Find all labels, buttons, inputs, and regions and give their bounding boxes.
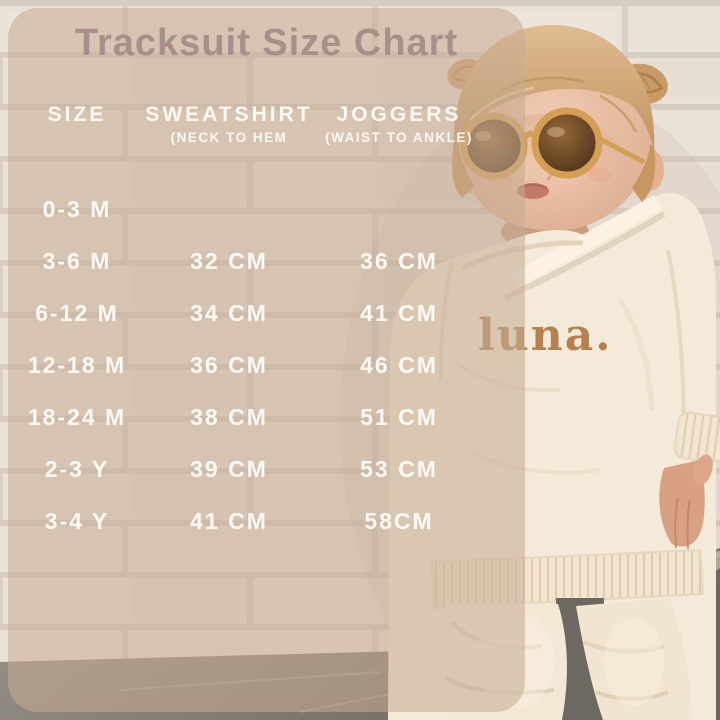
cell-size: 18-24 M	[27, 403, 127, 430]
column-header-joggers: JOGGERS	[336, 103, 462, 126]
cell-sweatshirt: 41 CM	[190, 507, 268, 534]
cell-joggers: 53 CM	[360, 455, 438, 482]
cell-size: 2-3 Y	[44, 455, 110, 482]
column-subheader-joggers: (WAIST TO ANKLE)	[325, 130, 473, 145]
cell-joggers: 58CM	[364, 507, 434, 534]
cell-size: 3-6 M	[42, 247, 112, 274]
cell-sweatshirt: 39 CM	[190, 455, 268, 482]
column-header-sweatshirt: SWEATSHIRT	[145, 103, 313, 126]
cell-size: 3-4 Y	[44, 507, 110, 534]
cell-joggers: 51 CM	[360, 403, 438, 430]
table-row: 6-12 M 34 CM 41 CM	[10, 287, 484, 339]
table-row: 0-3 M	[10, 183, 484, 235]
cell-sweatshirt: 36 CM	[190, 351, 268, 378]
cell-size: 12-18 M	[27, 351, 127, 378]
column-header-size: SIZE	[47, 103, 107, 126]
column-subheader-sweatshirt: (NECK TO HEM	[170, 130, 288, 145]
table-row: 3-6 M 32 CM 36 CM	[10, 235, 484, 287]
cell-sweatshirt: 34 CM	[190, 299, 268, 326]
beige-overlay-panel	[8, 8, 525, 712]
cell-joggers: 36 CM	[360, 247, 438, 274]
table-header: SIZE SWEATSHIRT (NECK TO HEM JOGGERS (WA…	[10, 102, 484, 147]
cell-size: 0-3 M	[42, 195, 112, 222]
size-chart-table: 0-3 M 3-6 M 32 CM 36 CM 6-12 M 34 CM 41 …	[10, 183, 484, 547]
table-row: 2-3 Y 39 CM 53 CM	[10, 443, 484, 495]
table-row: 3-4 Y 41 CM 58CM	[10, 495, 484, 547]
table-row: 12-18 M 36 CM 46 CM	[10, 339, 484, 391]
cell-joggers: 46 CM	[360, 351, 438, 378]
hand	[659, 411, 720, 550]
table-row: 18-24 M 38 CM 51 CM	[10, 391, 484, 443]
page-title: Tracksuit Size Chart	[74, 22, 459, 64]
cell-sweatshirt: 38 CM	[190, 403, 268, 430]
cell-size: 6-12 M	[35, 299, 119, 326]
cell-joggers: 41 CM	[360, 299, 438, 326]
cell-sweatshirt: 32 CM	[190, 247, 268, 274]
